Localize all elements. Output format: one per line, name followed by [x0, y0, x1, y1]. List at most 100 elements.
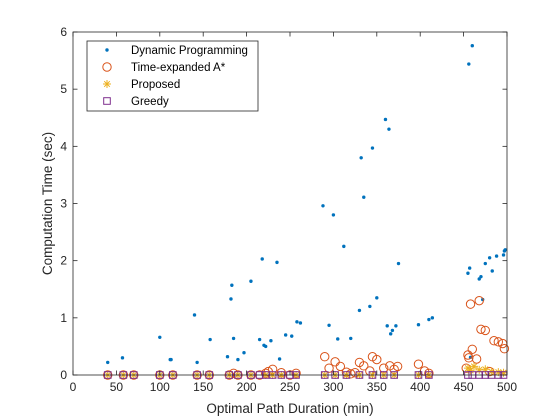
- data-point-dot: [229, 297, 233, 301]
- y-tick-label: 0: [60, 368, 67, 382]
- data-point-circle: [480, 325, 490, 336]
- data-point-dot: [331, 213, 336, 217]
- data-point-dot: [290, 334, 294, 338]
- y-tick-label: 5: [60, 82, 67, 96]
- data-point-circle: [493, 337, 504, 347]
- data-point-dot: [349, 336, 353, 341]
- data-point-dot: [375, 296, 379, 300]
- data-point-dot: [120, 356, 125, 360]
- data-point-circle: [359, 361, 369, 371]
- data-point-dot: [230, 283, 234, 287]
- data-point-dot: [249, 279, 253, 283]
- data-point-circle: [467, 344, 477, 354]
- data-point-circle: [413, 359, 424, 369]
- data-point-dot: [295, 320, 299, 324]
- data-point-dot: [383, 117, 388, 122]
- data-point-dot: [490, 269, 494, 273]
- data-point-dot: [208, 337, 212, 342]
- data-point-dot: [359, 156, 363, 160]
- data-point-dot: [225, 355, 230, 359]
- legend-item-dynamic-programming: Dynamic Programming: [105, 45, 248, 57]
- data-point-asterisk: [466, 366, 475, 375]
- data-point-circle: [335, 361, 346, 372]
- data-point-dot: [394, 324, 398, 328]
- data-point-dot: [106, 360, 110, 365]
- data-point-dot: [430, 316, 435, 320]
- y-tick-label: 1: [60, 311, 67, 325]
- data-point-dot: [242, 351, 246, 355]
- data-point-dot: [388, 332, 393, 336]
- legend-symbol-circle: [102, 62, 112, 72]
- data-point-dot: [479, 274, 483, 279]
- data-point-dot: [327, 323, 331, 327]
- data-point-dot: [427, 317, 431, 322]
- data-point-circle: [392, 361, 403, 372]
- data-point-dot: [487, 256, 492, 260]
- data-point-circle: [471, 354, 482, 364]
- legend-label-greedy: Greedy: [131, 96, 169, 108]
- data-point-dot: [321, 204, 325, 208]
- data-point-dot: [342, 244, 346, 249]
- data-point-asterisk: [470, 362, 479, 371]
- legend-item-greedy: Greedy: [103, 96, 169, 108]
- data-point-dot: [483, 261, 487, 266]
- data-point-dot: [257, 337, 262, 342]
- data-point-dot: [275, 260, 279, 265]
- legend-item-time-expanded-astar: Time-expanded A*: [102, 62, 226, 74]
- legend-symbol-dot: [105, 48, 109, 52]
- data-point-dot: [501, 253, 506, 257]
- x-axis-label: Optimal Path Duration (min): [206, 401, 373, 416]
- data-point-dot: [236, 357, 240, 362]
- data-point-asterisk: [499, 368, 508, 377]
- data-point-dot: [298, 321, 303, 325]
- x-axis-ticks: 0 50 100 150 200 250 300 350 400 450 500: [70, 32, 517, 394]
- data-point-dot: [503, 248, 507, 252]
- x-tick-label: 500: [497, 380, 517, 394]
- legend-item-proposed: Proposed: [103, 79, 180, 91]
- x-tick-label: 250: [280, 380, 300, 394]
- data-point-dot: [336, 337, 340, 341]
- x-tick-label: 0: [70, 380, 77, 394]
- data-point-circle: [465, 299, 476, 309]
- y-tick-label: 4: [60, 139, 67, 153]
- legend-symbol-asterisk: [103, 80, 111, 88]
- data-point-dot: [362, 195, 366, 199]
- data-point-dot: [263, 344, 268, 349]
- data-point-circle: [320, 352, 330, 362]
- data-point-dot: [470, 44, 474, 48]
- legend-marker-dot: [105, 48, 109, 52]
- x-tick-label: 200: [237, 380, 257, 394]
- legend-label-proposed: Proposed: [131, 79, 180, 91]
- data-point-dot: [467, 62, 471, 66]
- x-tick-label: 450: [454, 380, 474, 394]
- y-axis-ticks: 0 1 2 3 4 5 6: [60, 25, 507, 382]
- y-tick-label: 3: [60, 197, 67, 211]
- data-point-circle: [489, 336, 499, 346]
- legend-label-time-expanded-astar: Time-expanded A*: [131, 62, 226, 74]
- x-tick-label: 150: [193, 380, 213, 394]
- data-point-dot: [467, 266, 472, 270]
- data-point-circle: [324, 363, 334, 373]
- data-point-dot: [231, 336, 236, 341]
- data-point-dot: [260, 257, 264, 261]
- data-point-dot: [466, 271, 470, 275]
- data-point-dot: [192, 313, 197, 317]
- data-point-dot: [158, 335, 162, 339]
- data-point-circle: [474, 295, 484, 306]
- data-point-dot: [416, 322, 421, 327]
- y-tick-label: 6: [60, 25, 67, 39]
- data-point-dot: [169, 357, 173, 362]
- legend-label-dynamic-programming: Dynamic Programming: [131, 45, 248, 57]
- data-point-dot: [396, 261, 401, 266]
- data-point-dot: [277, 357, 282, 361]
- legend-symbol-square: [103, 97, 111, 105]
- y-axis-label: Computation Time (sec): [40, 132, 55, 275]
- data-point-dot: [283, 333, 288, 337]
- series-0-dot-group: [106, 44, 507, 365]
- data-point-dot: [385, 324, 389, 328]
- data-point-dot: [494, 254, 499, 258]
- legend-marker-asterisk: [103, 80, 111, 88]
- data-point-circle: [499, 344, 510, 354]
- data-point-dot: [269, 339, 273, 343]
